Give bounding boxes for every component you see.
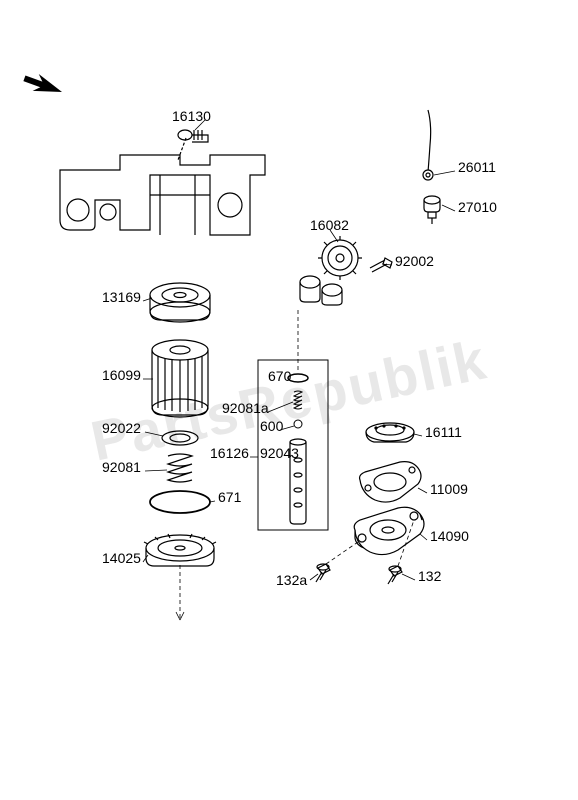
washer-92022-part <box>162 431 198 445</box>
oring-671-part <box>150 491 210 513</box>
valve-16130-part <box>178 130 208 160</box>
plate-13169-part <box>150 283 210 322</box>
callout-16126: 16126 <box>210 445 249 461</box>
parts-diagram <box>0 0 578 800</box>
callout-92043: 92043 <box>260 445 299 461</box>
callout-671: 671 <box>218 489 241 505</box>
callout-11009: 11009 <box>430 481 468 497</box>
callout-13169: 13169 <box>102 289 141 305</box>
callout-92081a: 92081a <box>222 400 269 416</box>
gasket-11009-part <box>360 462 421 502</box>
bolt-132a-part <box>316 564 330 582</box>
oil-pump-16082-part <box>300 236 392 305</box>
callout-92081: 92081 <box>102 459 141 475</box>
cap-16111-part <box>366 423 414 442</box>
callout-14025: 14025 <box>102 550 141 566</box>
callout-600: 600 <box>260 418 283 434</box>
callout-27010: 27010 <box>458 199 497 215</box>
callout-16111: 16111 <box>425 424 462 440</box>
callout-92022: 92022 <box>102 420 141 436</box>
wire-26011-part <box>423 110 433 180</box>
callout-26011: 26011 <box>458 159 496 175</box>
callout-16082: 16082 <box>310 217 349 233</box>
callout-14090: 14090 <box>430 528 469 544</box>
callout-16099: 16099 <box>102 367 141 383</box>
spring-92081a-part <box>294 391 302 409</box>
callout-132a: 132a <box>276 572 307 588</box>
direction-arrow-icon <box>21 70 65 101</box>
cover-14090-part <box>354 507 424 554</box>
switch-27010-part <box>424 196 440 224</box>
engine-case-part <box>60 155 265 235</box>
callout-92002: 92002 <box>395 253 434 269</box>
callout-16130: 16130 <box>172 108 211 124</box>
callout-132: 132 <box>418 568 441 584</box>
callout-670: 670 <box>268 368 291 384</box>
cover-14025-part <box>144 534 216 566</box>
spring-92081-part <box>168 454 192 482</box>
oil-filter-16099-part <box>152 340 208 417</box>
bolt-132-part <box>388 566 402 584</box>
